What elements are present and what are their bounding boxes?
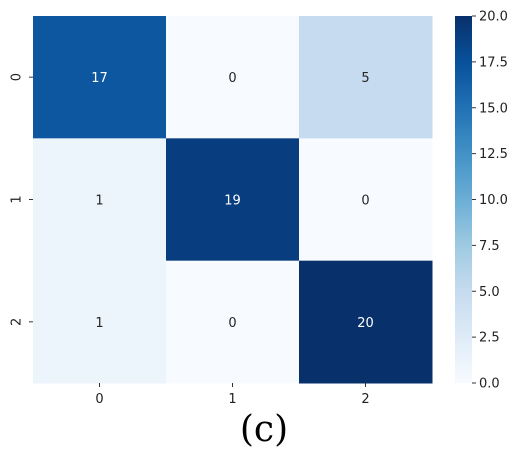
cell-value-r2-c1: 0 <box>228 316 236 331</box>
y-tick-label-0: 0 <box>10 73 25 81</box>
colorbar-tick-label-0: 0.0 <box>479 377 500 392</box>
heatmap-cell-r1-c2 <box>299 138 433 262</box>
heatmap-cell-r1-c0 <box>33 138 167 262</box>
figure-caption: (c) <box>240 409 288 450</box>
colorbar-tick-label-1: 2.5 <box>479 331 500 346</box>
y-axis-ticks: 0 1 2 <box>10 73 33 326</box>
cell-value-r2-c2: 20 <box>357 316 374 331</box>
colorbar-tick-label-3: 7.5 <box>479 239 500 254</box>
heatmap-cell-r1-c1 <box>166 138 300 262</box>
cell-value-r0-c0: 17 <box>91 71 108 86</box>
y-tick-label-2: 2 <box>10 318 25 326</box>
colorbar-tick-label-4: 10.0 <box>479 193 508 208</box>
x-tick-label-1: 1 <box>228 392 236 407</box>
colorbar-ticks: 0.0 2.5 5.0 7.5 10.0 12.5 15.0 17.5 20.0 <box>472 10 508 392</box>
cell-value-r0-c1: 0 <box>228 71 236 86</box>
colorbar <box>455 16 472 383</box>
colorbar-tick-label-5: 12.5 <box>479 147 508 162</box>
heatmap-cells <box>33 16 433 384</box>
heatmap-cell-r0-c2 <box>299 16 433 139</box>
cell-value-r1-c0: 1 <box>95 194 103 209</box>
x-tick-label-0: 0 <box>95 392 103 407</box>
heatmap-cell-r2-c2 <box>299 260 433 384</box>
cell-value-r1-c1: 19 <box>224 194 241 209</box>
colorbar-tick-label-7: 17.5 <box>479 55 508 70</box>
colorbar-tick-label-2: 5.0 <box>479 285 500 300</box>
heatmap-cell-labels: 17 0 51 19 01 0 20 <box>91 71 374 331</box>
cell-value-r0-c2: 5 <box>361 71 369 86</box>
x-axis-ticks: 0 1 2 <box>95 383 370 407</box>
colorbar-tick-label-6: 15.0 <box>479 101 508 116</box>
heatmap-cell-r0-c1 <box>166 16 300 139</box>
heatmap-cell-r2-c0 <box>33 260 167 384</box>
heatmap-cell-r0-c0 <box>33 16 167 139</box>
cell-value-r2-c0: 1 <box>95 316 103 331</box>
heatmap-cell-r2-c1 <box>166 260 300 384</box>
y-tick-label-1: 1 <box>10 195 25 203</box>
x-tick-label-2: 2 <box>361 392 369 407</box>
cell-value-r1-c2: 0 <box>361 194 369 209</box>
colorbar-tick-label-8: 20.0 <box>479 10 508 25</box>
